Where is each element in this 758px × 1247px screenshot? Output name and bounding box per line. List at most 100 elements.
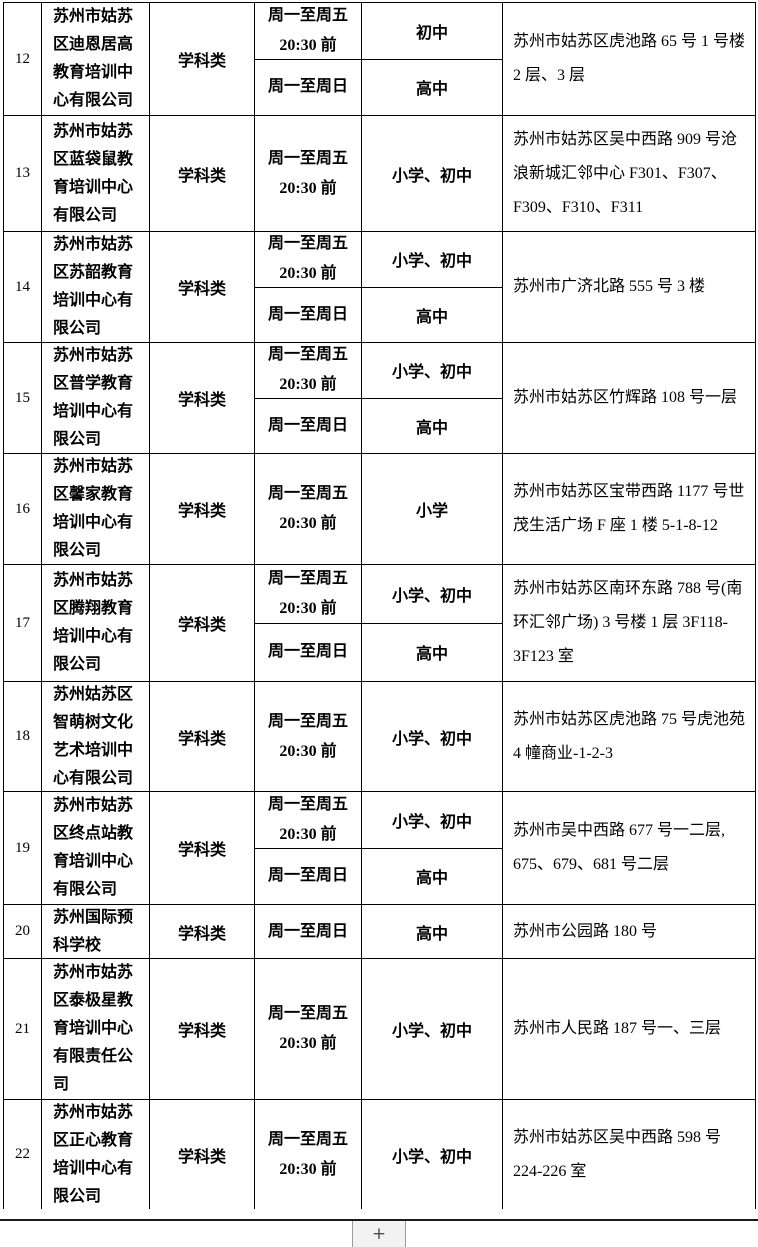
schedule-subrow: 周一至周日 高中 — [255, 905, 503, 958]
schedule-group: 周一至周五 20:30 前 小学、初中 — [255, 116, 503, 231]
category: 学科类 — [150, 454, 255, 564]
row-number: 16 — [4, 454, 42, 564]
address: 苏州市姑苏区虎池路 75 号虎池苑 4 幢商业-1-2-3 — [513, 710, 746, 762]
category: 学科类 — [150, 565, 255, 681]
school-level: 高中 — [362, 848, 503, 904]
schedule-subrow: 周一至周五 20:30 前 小学、初中 — [255, 1100, 503, 1209]
schedule-group: 周一至周日 高中 — [255, 905, 503, 958]
schedule-time: 周一至周日 — [255, 287, 362, 342]
schedule-subrow: 周一至周五 20:30 前 小学 — [255, 454, 503, 564]
category: 学科类 — [150, 116, 255, 231]
table-row: 13 苏州市姑苏区蓝袋鼠教育培训中心有限公司 学科类 周一至周五 20:30 前… — [4, 115, 755, 231]
schedule-group: 周一至周五 20:30 前 小学、初中 周一至周日 高中 — [255, 565, 503, 681]
schedule-group: 周一至周五 20:30 前 小学、初中 周一至周日 高中 — [255, 792, 503, 904]
schedule-time: 周一至周五 20:30 前 — [255, 116, 362, 231]
table-row: 14 苏州市姑苏区苏韶教育培训中心有限公司 学科类 周一至周五 20:30 前 … — [4, 231, 755, 342]
school-level: 小学、初中 — [362, 1100, 503, 1209]
schedule-group: 周一至周五 20:30 前 小学、初中 — [255, 1100, 503, 1209]
address: 苏州市广济北路 555 号 3 楼 — [513, 278, 706, 295]
schedule-subrow: 周一至周日 高中 — [255, 622, 503, 681]
add-button[interactable]: + — [352, 1221, 406, 1247]
schedule-time: 周一至周日 — [255, 848, 362, 904]
category: 学科类 — [150, 959, 255, 1099]
schedule-subrow: 周一至周日 高中 — [255, 58, 503, 115]
school-level: 小学 — [362, 454, 503, 564]
category: 学科类 — [150, 792, 255, 904]
category: 学科类 — [150, 3, 255, 115]
school-level: 高中 — [362, 287, 503, 342]
schedule-group: 周一至周五 20:30 前 初中 周一至周日 高中 — [255, 3, 503, 115]
category: 学科类 — [150, 682, 255, 791]
address: 苏州市吴中西路 677 号一二层, 675、679、681 号二层 — [513, 822, 726, 873]
table-row: 22 苏州市姑苏区正心教育培训中心有限公司 学科类 周一至周五 20:30 前 … — [4, 1099, 755, 1209]
page-bottom-rule — [0, 1219, 758, 1221]
schedule-subrow: 周一至周五 20:30 前 小学、初中 — [255, 116, 503, 231]
schedule-group: 周一至周五 20:30 前 小学 — [255, 454, 503, 564]
school-level: 高中 — [362, 623, 503, 681]
address: 苏州市人民路 187 号一、三层 — [513, 1020, 722, 1037]
schedule-time: 周一至周五 20:30 前 — [255, 343, 362, 398]
institution-name: 苏州姑苏区智萌树文化艺术培训中心有限公司 — [42, 682, 150, 791]
schedule-time: 周一至周五 20:30 前 — [255, 1100, 362, 1209]
schedule-subrow: 周一至周五 20:30 前 小学、初中 — [255, 565, 503, 623]
category: 学科类 — [150, 232, 255, 342]
school-level: 小学、初中 — [362, 565, 503, 623]
schedule-subrow: 周一至周五 20:30 前 小学、初中 — [255, 682, 503, 791]
schedule-time: 周一至周日 — [255, 59, 362, 115]
schedule-time: 周一至周日 — [255, 623, 362, 681]
category: 学科类 — [150, 1100, 255, 1209]
school-level: 小学、初中 — [362, 959, 503, 1099]
schedule-subrow: 周一至周五 20:30 前 小学、初中 — [255, 959, 503, 1099]
table-row: 16 苏州市姑苏区馨家教育培训中心有限公司 学科类 周一至周五 20:30 前 … — [4, 453, 755, 564]
schedule-time: 周一至周五 20:30 前 — [255, 454, 362, 564]
table-row: 21 苏州市姑苏区泰极星教育培训中心有限责任公司 学科类 周一至周五 20:30… — [4, 958, 755, 1099]
row-number: 18 — [4, 682, 42, 791]
table-row: 12 苏州市姑苏区迪恩居高教育培训中心有限公司 学科类 周一至周五 20:30 … — [4, 3, 755, 115]
schedule-group: 周一至周五 20:30 前 小学、初中 周一至周日 高中 — [255, 232, 503, 342]
school-level: 小学、初中 — [362, 343, 503, 398]
category: 学科类 — [150, 905, 255, 958]
address: 苏州市姑苏区宝带西路 1177 号世茂生活广场 F 座 1 楼 5-1-8-12 — [513, 483, 745, 534]
school-level: 小学、初中 — [362, 682, 503, 791]
schedule-time: 周一至周五 20:30 前 — [255, 3, 362, 59]
schedule-group: 周一至周五 20:30 前 小学、初中 — [255, 959, 503, 1099]
institution-name: 苏州市姑苏区迪恩居高教育培训中心有限公司 — [42, 3, 150, 115]
schedule-group: 周一至周五 20:30 前 小学、初中 — [255, 682, 503, 791]
institution-name: 苏州市姑苏区普学教育培训中心有限公司 — [42, 343, 150, 453]
schedule-time: 周一至周五 20:30 前 — [255, 232, 362, 287]
row-number: 12 — [4, 3, 42, 115]
schedule-subrow: 周一至周日 高中 — [255, 397, 503, 453]
row-number: 15 — [4, 343, 42, 453]
schedule-time: 周一至周日 — [255, 905, 362, 958]
row-number: 14 — [4, 232, 42, 342]
row-number: 21 — [4, 959, 42, 1099]
institution-name: 苏州市姑苏区终点站教育培训中心有限公司 — [42, 792, 150, 904]
address: 苏州市姑苏区吴中西路 909 号沧浪新城汇邻中心 F301、F307、F309、… — [513, 130, 738, 216]
schedule-time: 周一至周日 — [255, 398, 362, 453]
schedule-time: 周一至周五 20:30 前 — [255, 959, 362, 1099]
row-number: 13 — [4, 116, 42, 231]
row-number: 22 — [4, 1100, 42, 1209]
row-number: 20 — [4, 905, 42, 958]
schedule-subrow: 周一至周日 高中 — [255, 286, 503, 342]
schedule-time: 周一至周五 20:30 前 — [255, 565, 362, 623]
school-level: 小学、初中 — [362, 792, 503, 848]
table-row: 17 苏州市姑苏区腾翔教育培训中心有限公司 学科类 周一至周五 20:30 前 … — [4, 564, 755, 681]
institution-name: 苏州市姑苏区泰极星教育培训中心有限责任公司 — [42, 959, 150, 1099]
schedule-subrow: 周一至周五 20:30 前 小学、初中 — [255, 232, 503, 287]
schedule-subrow: 周一至周五 20:30 前 小学、初中 — [255, 792, 503, 848]
institution-name: 苏州市姑苏区正心教育培训中心有限公司 — [42, 1100, 150, 1209]
table-row: 18 苏州姑苏区智萌树文化艺术培训中心有限公司 学科类 周一至周五 20:30 … — [4, 681, 755, 791]
school-level: 高中 — [362, 905, 503, 958]
school-level: 高中 — [362, 59, 503, 115]
institution-name: 苏州市姑苏区腾翔教育培训中心有限公司 — [42, 565, 150, 681]
institution-name: 苏州市姑苏区蓝袋鼠教育培训中心有限公司 — [42, 116, 150, 231]
schedule-subrow: 周一至周日 高中 — [255, 847, 503, 904]
school-level: 小学、初中 — [362, 116, 503, 231]
schedule-time: 周一至周五 20:30 前 — [255, 682, 362, 791]
institution-name: 苏州市姑苏区苏韶教育培训中心有限公司 — [42, 232, 150, 342]
table-row: 20 苏州国际预科学校 学科类 周一至周日 高中 苏州市公园路 180 号 — [4, 904, 755, 958]
table-row: 19 苏州市姑苏区终点站教育培训中心有限公司 学科类 周一至周五 20:30 前… — [4, 791, 755, 904]
schedule-time: 周一至周五 20:30 前 — [255, 792, 362, 848]
school-level: 高中 — [362, 398, 503, 453]
